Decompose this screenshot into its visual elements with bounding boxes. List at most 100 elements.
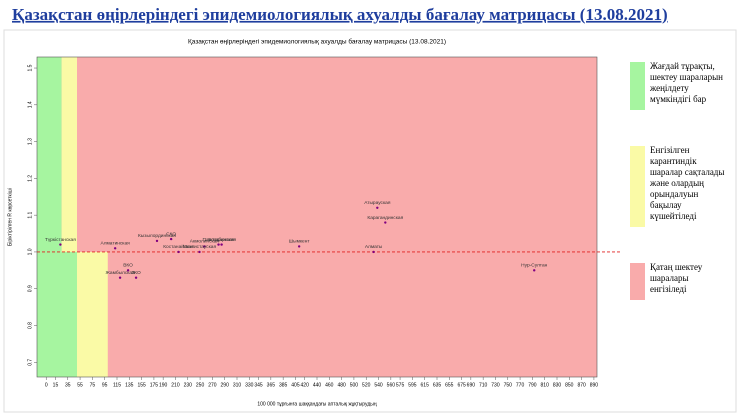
x-axis-label: 100 000 тұрғынға шаққандағы апталық жұқт…	[257, 401, 376, 407]
x-tick-label: 420	[301, 382, 310, 388]
x-tick-label: 0	[45, 382, 48, 388]
x-tick-label: 250	[196, 382, 205, 388]
x-tick-label: 560	[387, 382, 396, 388]
point-label: Карагандинская	[367, 215, 403, 221]
y-tick-label: 0.7	[27, 359, 33, 366]
x-tick-label: 595	[408, 382, 417, 388]
point-label: Нур-Султан	[521, 263, 547, 269]
x-tick-label: 175	[150, 382, 159, 388]
legend-label: Жағдай тұрақты, шектеу шараларын жеңілдету…	[649, 61, 723, 104]
x-tick-label: 95	[102, 382, 108, 388]
point-label: Жамбылская	[105, 270, 135, 276]
point-label: Актюбинская	[207, 237, 236, 243]
x-tick-label: 480	[337, 382, 346, 388]
x-tick-label: 730	[491, 382, 500, 388]
x-tick-label: 270	[208, 382, 217, 388]
y-tick-label: 1.2	[27, 175, 33, 182]
x-tick-label: 230	[184, 382, 193, 388]
x-tick-label: 750	[504, 382, 513, 388]
zone	[61, 57, 77, 252]
point	[134, 276, 138, 279]
point	[384, 221, 387, 224]
chart-title: Қазақстан өңірлеріндегі эпидемиологиялық…	[188, 38, 446, 46]
zone	[37, 57, 597, 377]
point	[372, 250, 375, 254]
point	[118, 276, 122, 279]
x-tick-label: 55	[77, 382, 83, 388]
x-tick-label: 365	[267, 382, 276, 388]
x-tick-label: 690	[467, 382, 476, 388]
legend-swatch	[630, 263, 645, 300]
legend-swatch	[630, 62, 645, 110]
point-label: Кызылординская	[138, 233, 176, 239]
x-tick-label: 575	[396, 382, 405, 388]
point	[220, 243, 223, 246]
y-tick-label: 1.5	[27, 64, 33, 71]
point-label: ЗКО	[131, 270, 141, 276]
x-tick-label: 440	[313, 382, 322, 388]
x-tick-label: 385	[279, 382, 288, 388]
x-tick-label: 290	[221, 382, 230, 388]
x-tick-label: 710	[479, 382, 488, 388]
x-tick-label: 135	[125, 382, 134, 388]
point-label: Мангистауская	[183, 244, 217, 250]
x-tick-label: 190	[159, 382, 168, 388]
x-tick-label: 405	[291, 382, 300, 388]
y-axis-label: Біріктірілген R көрсеткіші	[7, 188, 13, 246]
point	[169, 237, 173, 241]
y-tick-label: 1.4	[27, 101, 33, 108]
point	[376, 206, 379, 210]
point-label: СКО	[166, 231, 176, 237]
x-tick-label: 115	[113, 382, 121, 388]
point	[155, 239, 159, 243]
x-tick-label: 310	[233, 382, 242, 388]
zone	[37, 57, 62, 252]
legend-swatch	[630, 146, 645, 227]
x-tick-label: 345	[254, 382, 263, 388]
x-tick-label: 460	[325, 382, 334, 388]
point-label: Костанайская	[163, 243, 194, 250]
point	[126, 269, 130, 272]
point-label: ВКО	[123, 263, 133, 269]
point-label: Шымкент	[289, 239, 311, 245]
x-tick-label: 830	[553, 382, 562, 388]
point	[533, 269, 536, 272]
x-tick-label: 615	[421, 382, 430, 388]
y-tick-label: 1.0	[27, 248, 33, 255]
x-tick-label: 770	[516, 382, 525, 388]
zone	[37, 251, 77, 377]
x-tick-label: 500	[350, 382, 359, 388]
point-label: Алматинская	[101, 241, 131, 247]
x-tick-label: 675	[457, 382, 466, 388]
point	[113, 247, 117, 250]
point-label: Түркістанская	[45, 237, 76, 243]
x-tick-label: 520	[362, 382, 371, 388]
page-title: Қазақстан өңірлеріндегі эпидемиологиялық…	[12, 5, 668, 24]
x-tick-label: 540	[374, 382, 383, 388]
point-label: Алматы	[365, 244, 383, 250]
x-tick-label: 635	[433, 382, 442, 388]
x-tick-label: 155	[137, 382, 146, 388]
point	[297, 245, 301, 248]
zone	[77, 251, 108, 377]
x-tick-label: 655	[445, 382, 454, 388]
point	[59, 243, 62, 246]
point	[198, 250, 201, 254]
point-label: Акмолинская	[190, 239, 220, 245]
y-tick-label: 0.9	[27, 285, 33, 292]
y-tick-label: 0.8	[27, 322, 33, 329]
x-tick-label: 210	[171, 382, 180, 388]
y-tick-label: 1.1	[27, 211, 33, 218]
x-tick-label: 850	[565, 382, 574, 388]
legend-label: Қатаң шектеу шаралары енгізіледі	[650, 262, 703, 294]
point-label: Павлодарская	[203, 237, 235, 243]
x-tick-label: 75	[90, 382, 96, 388]
x-tick-label: 15	[53, 382, 59, 388]
point	[217, 243, 220, 246]
x-tick-label: 810	[541, 382, 550, 388]
point	[177, 250, 180, 254]
y-tick-label: 1.3	[27, 138, 33, 145]
x-tick-label: 890	[590, 382, 599, 388]
x-tick-label: 330	[245, 382, 254, 388]
